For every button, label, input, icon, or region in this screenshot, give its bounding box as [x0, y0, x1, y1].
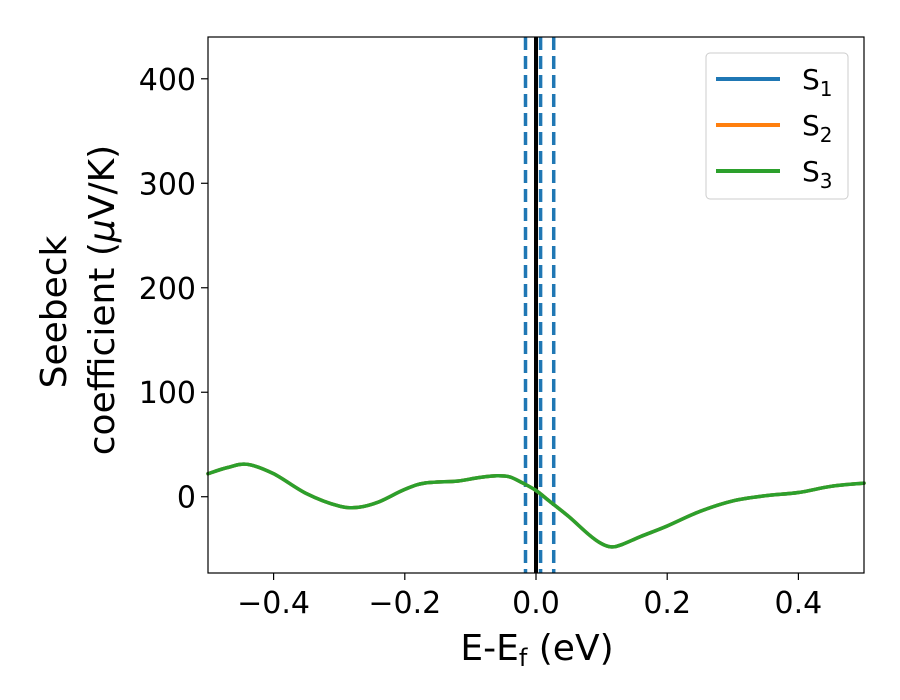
y-axis-label-line2: coefficient (μV/K) [82, 145, 123, 455]
y-tick-label: 0 [177, 481, 196, 516]
x-axis-label-subscript: f [519, 644, 528, 672]
y-tick-label: 100 [139, 376, 196, 411]
y-axis-label: Seebeck coefficient (μV/K) [34, 145, 123, 455]
x-axis-ticks: −0.4 −0.2 0.0 0.2 0.4 [237, 573, 822, 621]
y-axis-label-line1: Seebeck [34, 235, 75, 388]
x-tick-label: −0.2 [368, 586, 441, 621]
y-axis-ticks: 0 100 200 300 400 [139, 63, 208, 516]
seebeck-curves [206, 462, 866, 549]
x-tick-label: 0.2 [643, 586, 691, 621]
legend-label-s2: S2 [802, 109, 833, 147]
x-tick-label: 0.4 [775, 586, 823, 621]
x-axis-label: E-Ef (eV) [460, 628, 613, 672]
y-tick-label: 200 [139, 272, 196, 307]
legend-label-s3: S3 [802, 155, 833, 193]
legend: S1 S2 S3 [705, 52, 849, 200]
series-line-s3 [206, 462, 866, 549]
y-tick-label: 300 [139, 167, 196, 202]
x-tick-label: 0.0 [512, 586, 560, 621]
x-tick-label: −0.4 [237, 586, 310, 621]
y-tick-label: 400 [139, 63, 196, 98]
legend-label-s1: S1 [802, 63, 833, 101]
